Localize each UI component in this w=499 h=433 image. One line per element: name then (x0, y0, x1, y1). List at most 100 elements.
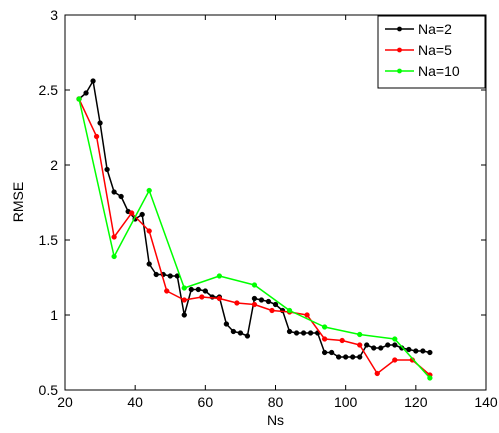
legend-item-na-2: Na=2 (385, 21, 452, 37)
data-point-na-2 (364, 342, 370, 348)
data-point-na-2 (378, 345, 384, 351)
x-axis-label: Ns (267, 412, 284, 428)
legend-marker (397, 26, 402, 32)
y-tick-labels: 0.5 1 1.5 2 2.5 3 (39, 7, 59, 398)
data-point-na-5 (146, 228, 152, 234)
data-point-na-10 (146, 187, 152, 194)
y-tick-label: 0.5 (39, 382, 59, 398)
data-point-na-5 (164, 288, 170, 294)
y-tick-label: 1 (50, 307, 58, 323)
data-point-na-5 (93, 133, 100, 140)
x-tick-label: 100 (334, 394, 358, 410)
legend-label: Na=10 (418, 63, 460, 79)
data-point-na-2 (202, 288, 208, 294)
data-point-na-5 (216, 295, 223, 302)
data-point-na-2 (104, 166, 110, 173)
legend-item-na-10: Na=10 (385, 63, 460, 79)
data-point-na-2 (139, 211, 145, 218)
data-point-na-10 (357, 331, 363, 338)
x-tick-label: 20 (57, 394, 73, 410)
data-point-na-2 (118, 193, 124, 200)
data-point-na-2 (272, 301, 279, 308)
data-point-na-2 (146, 261, 152, 267)
legend-label: Na=2 (418, 21, 452, 37)
data-point-na-2 (371, 345, 377, 351)
data-point-na-5 (234, 300, 240, 306)
data-point-na-2 (392, 342, 398, 348)
data-point-na-2 (237, 330, 244, 336)
data-point-na-2 (230, 328, 237, 335)
data-point-na-2 (385, 342, 391, 348)
data-point-na-5 (392, 357, 398, 363)
data-point-na-2 (307, 330, 314, 336)
data-point-na-10 (111, 253, 117, 260)
data-point-na-2 (413, 348, 419, 354)
data-point-na-5 (129, 210, 135, 216)
data-point-na-10 (427, 375, 433, 381)
data-point-na-2 (420, 348, 426, 354)
data-point-na-10 (216, 273, 223, 279)
data-point-na-10 (251, 282, 258, 288)
data-point-na-2 (328, 349, 335, 356)
legend-item-na-5: Na=5 (385, 42, 452, 58)
x-tick-label: 60 (198, 394, 214, 410)
data-point-na-2 (167, 273, 173, 279)
series-na-2 (76, 78, 433, 360)
data-point-na-2 (286, 328, 293, 335)
data-point-na-5 (304, 312, 310, 318)
data-point-na-2 (244, 333, 251, 339)
data-point-na-5 (111, 234, 117, 240)
y-tick-label: 2.5 (39, 82, 59, 98)
series-group (76, 78, 433, 381)
data-point-na-5 (374, 370, 380, 377)
data-point-na-10 (181, 285, 187, 291)
data-point-na-2 (265, 298, 272, 305)
legend-box (377, 15, 486, 89)
data-point-na-2 (90, 78, 96, 84)
data-point-na-2 (321, 349, 328, 356)
y-axis-label: RMSE (10, 182, 26, 222)
x-tick-label: 120 (404, 394, 428, 410)
data-point-na-2 (406, 346, 412, 353)
data-point-na-2 (111, 189, 117, 195)
data-point-na-2 (293, 330, 300, 336)
legend-label: Na=5 (418, 42, 452, 58)
x-tick-label: 40 (127, 394, 143, 410)
data-point-na-10 (321, 324, 328, 330)
data-point-na-2 (343, 354, 349, 360)
plot-frame (64, 14, 487, 391)
legend-marker (397, 47, 402, 53)
data-point-na-2 (427, 349, 433, 356)
data-point-na-2 (181, 312, 187, 318)
data-point-na-5 (251, 301, 258, 308)
data-point-na-2 (251, 295, 258, 302)
data-point-na-2 (336, 354, 342, 360)
x-tick-label: 140 (474, 394, 498, 410)
data-point-na-2 (258, 297, 265, 303)
data-point-na-10 (286, 307, 293, 314)
x-tick-label: 80 (268, 394, 284, 410)
series-na-10 (76, 96, 433, 381)
data-point-na-2 (357, 354, 363, 360)
legend: Na=2 Na=5 Na=10 (377, 15, 486, 89)
data-point-na-2 (153, 271, 159, 278)
data-point-na-5 (339, 337, 345, 344)
data-point-na-10 (392, 336, 398, 342)
x-tick-labels: 20 40 60 80 100 120 140 (57, 394, 498, 410)
data-point-na-2 (83, 90, 89, 96)
data-point-na-2 (97, 120, 103, 126)
y-tick-label: 1.5 (39, 232, 59, 248)
data-point-na-5 (357, 342, 363, 348)
data-point-na-2 (223, 321, 230, 327)
y-tick-label: 2 (50, 157, 58, 173)
data-point-na-5 (181, 297, 187, 303)
data-point-na-2 (350, 354, 356, 360)
data-point-na-10 (76, 96, 82, 102)
data-point-na-5 (321, 336, 328, 342)
data-point-na-5 (199, 294, 205, 300)
legend-marker (397, 68, 402, 74)
data-point-na-2 (300, 330, 307, 336)
y-tick-label: 3 (50, 7, 58, 23)
data-point-na-2 (188, 286, 194, 293)
